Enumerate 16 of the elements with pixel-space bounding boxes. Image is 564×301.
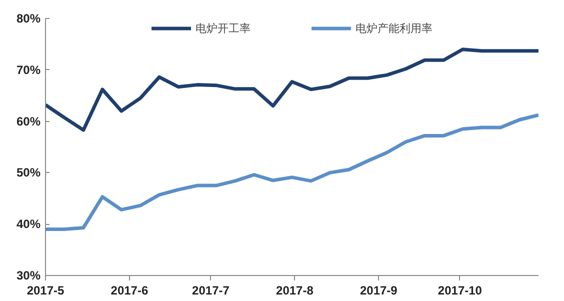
legend-label: 电炉开工率 xyxy=(196,20,250,36)
y-tick-label: 70% xyxy=(16,62,41,77)
y-tick-label: 50% xyxy=(16,166,41,180)
y-tick-label: 80% xyxy=(16,12,41,26)
legend-label: 电炉产能利用率 xyxy=(356,20,432,36)
x-tick-label: 2017-8 xyxy=(276,284,314,298)
x-tick-label: 2017-10 xyxy=(438,284,482,298)
y-tick-label: 30% xyxy=(16,268,41,282)
y-tick-label: 40% xyxy=(16,217,41,232)
line-series xyxy=(46,48,538,132)
x-tick-label: 2017-5 xyxy=(26,284,65,298)
y-tick-label: 60% xyxy=(16,114,41,128)
x-tick-label: 2017-9 xyxy=(360,284,398,298)
x-tick-label: 2017-6 xyxy=(110,284,148,298)
x-tick-label: 2017-7 xyxy=(192,284,230,298)
line-series xyxy=(46,113,538,231)
